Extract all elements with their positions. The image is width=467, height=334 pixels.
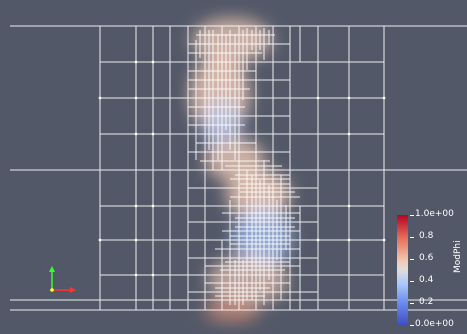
- scale-tick: [410, 303, 414, 304]
- axes-orientation-glyph: [49, 266, 76, 293]
- scale-tick: [410, 259, 414, 260]
- scale-tick: [410, 237, 414, 238]
- mesh-lines: [10, 25, 467, 311]
- x-axis-arrow: [70, 287, 76, 293]
- scale-label-0-2: 0.2: [419, 297, 434, 307]
- scale-label-min: 0.0e+00: [415, 319, 454, 329]
- scale-label-0-8: 0.8: [419, 231, 434, 241]
- scale-tick: [410, 215, 414, 216]
- mesh-nodes: [98, 60, 386, 277]
- scale-label-max: 1.0e+00: [415, 209, 454, 219]
- scale-title: ModPhi: [453, 240, 463, 273]
- scale-tick: [410, 281, 414, 282]
- z-axis-point: [50, 288, 54, 292]
- y-axis-arrow: [49, 266, 55, 272]
- color-scale-bar: [397, 215, 408, 326]
- scale-label-0-6: 0.6: [419, 253, 434, 263]
- scale-tick: [410, 325, 414, 326]
- scale-label-0-4: 0.4: [419, 275, 434, 285]
